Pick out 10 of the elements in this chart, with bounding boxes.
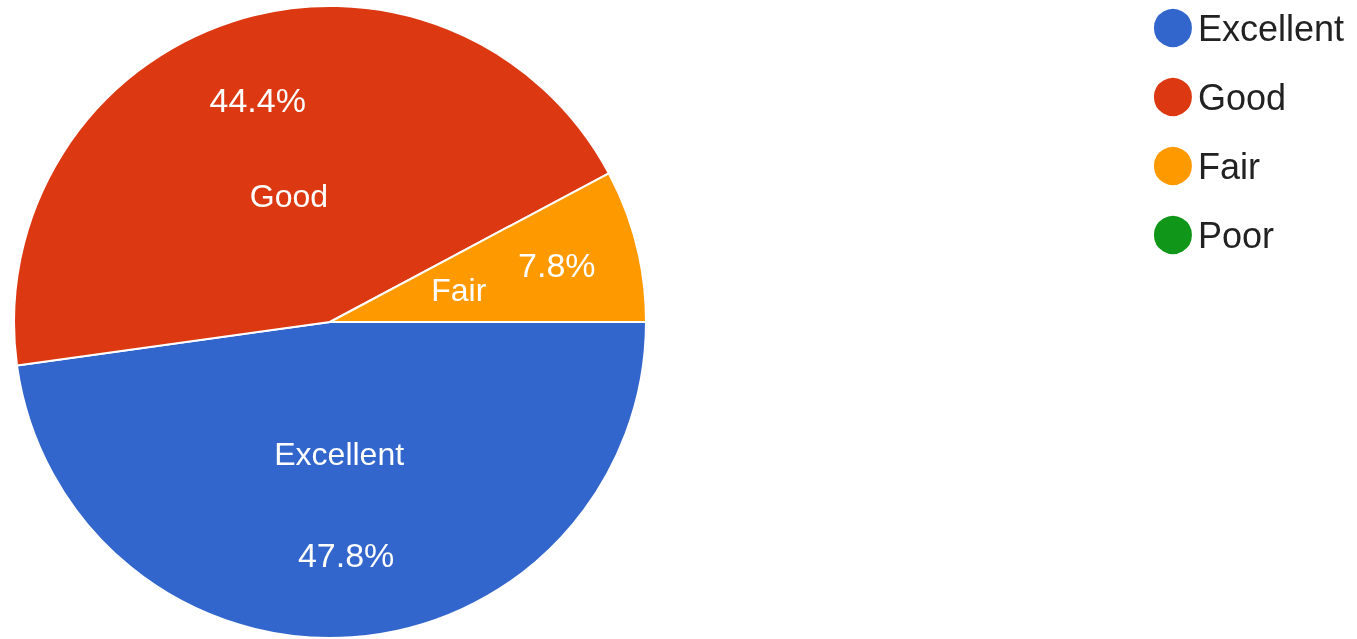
data-label: 47.8%	[297, 536, 395, 575]
data-label: 7.8%	[518, 246, 596, 285]
slice-label: Good	[249, 177, 329, 214]
legend-label: Fair	[1197, 145, 1260, 187]
legend-label: Excellent	[1197, 7, 1344, 49]
legend-label: Poor	[1197, 214, 1274, 256]
data-label: 44.4%	[209, 80, 306, 119]
slice-label: Excellent	[274, 436, 405, 473]
slice-label: Fair	[431, 271, 487, 308]
legend-label: Good	[1197, 76, 1286, 118]
